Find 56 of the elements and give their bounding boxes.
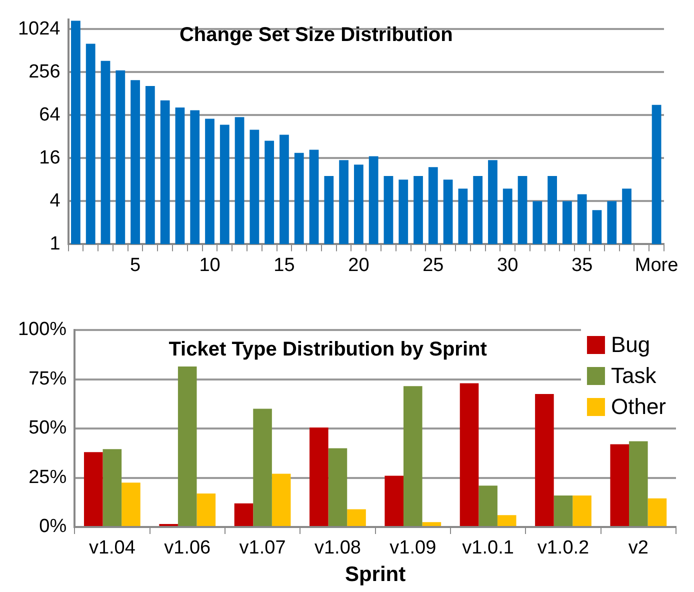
- x-tick-label: 30: [497, 254, 518, 276]
- x-tick-label: v1.0.1: [462, 538, 514, 559]
- bar: [629, 441, 648, 526]
- y-tick-label: 1: [50, 233, 60, 254]
- y-tick-label: 64: [39, 104, 61, 126]
- chart-title: Ticket Type Distribution by Sprint: [168, 338, 488, 361]
- x-tick-label: 25: [422, 254, 444, 276]
- x-tick-label: v1.0.2: [537, 538, 590, 559]
- y-tick-label: 50%: [28, 418, 67, 439]
- bar: [328, 448, 348, 526]
- bar: [253, 408, 272, 526]
- bar: [497, 515, 516, 526]
- bar: [310, 428, 328, 526]
- bar: [554, 495, 573, 526]
- x-tick-label: 5: [130, 254, 141, 276]
- x-tick-label: v2: [628, 538, 648, 559]
- bar: [102, 449, 122, 526]
- x-tick-label: 35: [572, 254, 593, 276]
- bar: [535, 394, 554, 526]
- legend-label: Task: [610, 363, 658, 388]
- y-tick-label: 256: [28, 61, 60, 82]
- bar: [572, 495, 592, 526]
- y-tick-label: 25%: [28, 466, 67, 488]
- bar: [84, 452, 103, 526]
- x-tick-label: v1.07: [239, 538, 286, 559]
- y-tick-label: 0%: [39, 516, 67, 538]
- x-tick-label: 10: [199, 254, 220, 276]
- x-tick-label: More: [634, 254, 678, 276]
- x-tick-label: v1.04: [88, 538, 136, 559]
- bar: [272, 474, 291, 526]
- x-tick-label: v1.06: [164, 538, 211, 559]
- bar: [422, 522, 442, 526]
- x-tick-label: v1.09: [390, 538, 436, 559]
- bar: [384, 476, 404, 526]
- bar: [610, 444, 630, 526]
- y-tick-label: 4: [50, 190, 61, 212]
- legend-label: Bug: [610, 332, 650, 358]
- bar: [122, 482, 140, 526]
- y-tick-label: 100%: [18, 319, 67, 340]
- x-axis-title: Sprint: [344, 563, 406, 586]
- chart-title: Change Set Size Distribution: [179, 24, 453, 46]
- y-tick-label: 1024: [18, 18, 61, 40]
- bar: [403, 386, 422, 526]
- y-tick-label: 16: [39, 147, 60, 168]
- bar: [178, 366, 197, 526]
- x-tick-label: 15: [274, 254, 295, 276]
- x-tick-label: 20: [348, 254, 370, 276]
- bar: [460, 383, 479, 526]
- bar: [347, 509, 366, 526]
- bar: [648, 498, 667, 526]
- legend-label: Other: [610, 394, 666, 420]
- bar: [234, 503, 254, 526]
- bar: [196, 494, 216, 526]
- y-tick-label: 75%: [28, 368, 67, 390]
- bar: [478, 486, 498, 526]
- x-tick-label: v1.08: [314, 538, 361, 559]
